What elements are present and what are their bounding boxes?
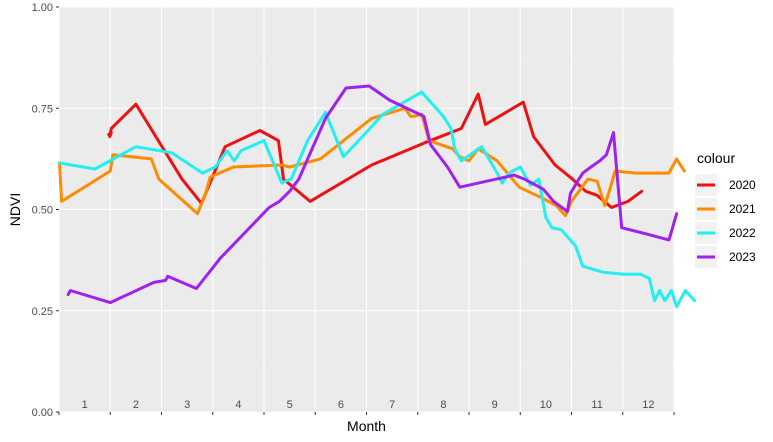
x-tick-label: 2: [133, 399, 139, 411]
x-axis-ticks: 1 2 3 4 5 6 7 8 9 10 11 12: [58, 399, 675, 415]
y-axis-title: NDVI: [7, 193, 23, 226]
y-tick-label: 0.25: [32, 306, 53, 318]
series-line-2021: [58, 106, 686, 218]
y-tick-label: 0.00: [32, 407, 53, 419]
legend-label-2022: 2022: [729, 226, 756, 240]
x-tick-label: 10: [540, 399, 552, 411]
x-tick-label: 4: [235, 399, 241, 411]
x-axis-title: Month: [347, 418, 386, 434]
series-line-2020: [107, 92, 644, 209]
legend-label-2023: 2023: [729, 250, 756, 264]
x-tick-label: 3: [184, 399, 190, 411]
x-tick-label: 9: [492, 399, 498, 411]
x-tick-label: 6: [338, 399, 344, 411]
series-line-2023: [66, 84, 679, 305]
series-line-2022: [57, 90, 696, 309]
legend-label-2021: 2021: [729, 202, 756, 216]
x-tick-label: 12: [642, 399, 654, 411]
legend: colour 2020 2021 2022 2023: [695, 150, 756, 268]
y-tick-label: 0.50: [32, 205, 53, 217]
legend-items: 2020 2021 2022 2023: [695, 174, 756, 268]
x-tick-label: 7: [389, 399, 395, 411]
y-tick-label: 1.00: [32, 2, 53, 14]
x-tick-label: 11: [591, 399, 602, 411]
series-lines: [57, 84, 696, 309]
x-tick-label: 8: [440, 399, 446, 411]
y-tick-label: 0.75: [32, 103, 53, 115]
x-tick-label: 5: [287, 399, 293, 411]
legend-title: colour: [697, 150, 735, 166]
legend-label-2020: 2020: [729, 178, 756, 192]
x-tick-label: 1: [82, 399, 88, 411]
y-axis-ticks: 0.00 0.25 0.50 0.75 1.00: [32, 2, 59, 419]
